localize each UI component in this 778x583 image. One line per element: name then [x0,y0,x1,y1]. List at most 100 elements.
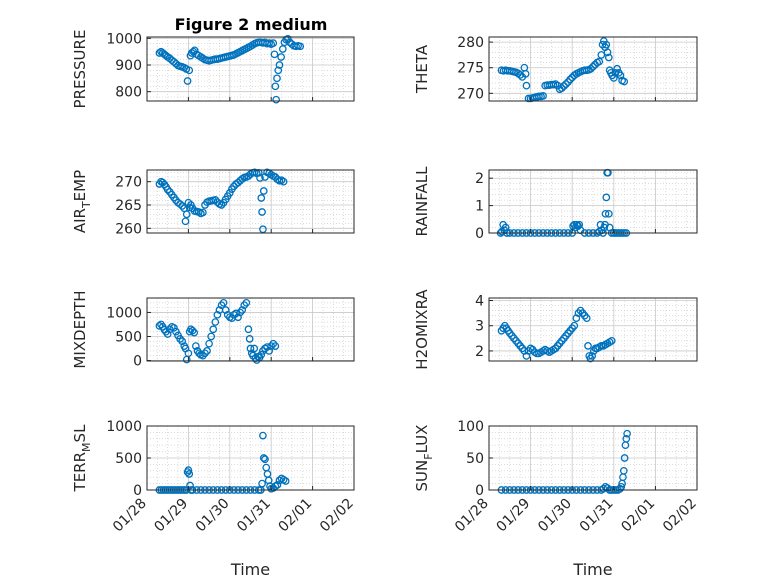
y-label-main: AIR [71,208,89,233]
data-point [270,50,279,59]
data-point [587,64,595,73]
data-point [170,323,178,332]
y-axis-label: RAINFALL [413,166,431,237]
x-tick-label: 01/30 [535,496,575,536]
data-point [604,53,613,62]
x-tick-label: 02/02 [660,496,700,536]
marker-series [497,37,629,103]
data-point [560,82,568,91]
data-point [185,470,194,478]
data-point [245,335,254,343]
data-point [178,202,187,210]
subplot-theta: 270 275 280 THETA [413,35,698,103]
data-point [155,322,164,330]
data-point [273,74,281,83]
x-axis-label: Time [230,560,270,579]
data-point [570,321,579,330]
data-point [557,84,566,93]
y-tick-label: 0 [475,483,484,499]
data-point [501,223,510,232]
data-point [602,193,611,202]
y-label-main: SUN [413,460,431,492]
y-label-subscript: M [80,442,93,452]
y-tick-label: 50 [466,451,484,467]
data-point [582,314,591,323]
axes-frame [488,297,698,362]
data-point [261,455,269,464]
data-point [238,306,247,314]
y-axis-label: SUNFLUX [413,425,435,492]
subplot-mixdepth: 0 500 1000 MIXDEPTH [71,290,355,370]
x-tick-label: 01/31 [234,496,274,536]
data-point [192,342,200,350]
y-tick-label: 4 [475,294,484,310]
data-point [155,49,164,57]
y-label-rest: EMP [71,170,89,201]
y-tick-label: 500 [115,329,142,345]
data-point [244,325,253,334]
y-label-main: PRESSURE [71,30,89,109]
x-tick-label: 01/29 [151,496,191,536]
y-axis-label: AIRTEMP [71,170,93,233]
data-point [620,454,629,462]
x-tick-label: 01/28 [110,496,150,536]
marker-series [155,35,305,104]
data-point [221,306,230,314]
y-tick-label: 270 [457,86,484,102]
y-tick-label: 0 [133,483,142,499]
y-label-rest: SL [71,424,89,443]
data-point [275,61,284,69]
data-point [183,77,192,85]
data-point [211,196,220,204]
data-point [597,51,606,59]
x-tick-label: 01/31 [577,496,617,536]
y-axis-label: THETA [413,44,431,94]
axes-frame [488,169,698,234]
data-point [521,70,530,78]
data-point [539,92,547,100]
data-point [588,352,597,360]
data-point [584,342,592,350]
data-point [620,77,629,86]
data-point [178,337,187,346]
data-point [271,82,280,91]
data-point [257,350,266,359]
data-point [613,64,621,73]
data-point [190,46,199,55]
subplot-terr_msl: 0 500 1000 01/28 01/29 01/30 01/31 02/01 02/02 Ti… [71,419,357,579]
y-label-main: MIXDEPTH [71,290,89,368]
data-point [622,434,631,443]
y-tick-label: 500 [115,451,142,467]
data-point [185,66,194,75]
data-point [607,336,616,345]
subplot-sun_flux: 0 50 100 01/28 01/29 01/30 01/31 02/01 02/02 Time… [413,419,700,579]
y-label-subscript: F [422,453,435,459]
data-point [601,209,610,218]
data-point [281,477,290,485]
marker-series [155,168,288,234]
data-point [246,344,255,353]
x-axis-label: Time [572,560,612,579]
axes-frame [146,297,355,362]
data-point [217,201,226,209]
y-tick-label: 280 [457,35,484,51]
y-tick-label: 260 [115,221,142,237]
figure-title: Figure 2 medium [175,15,328,34]
plot-area [489,170,697,233]
subplot-pressure: 800 900 1000 PRESSURE [71,30,355,109]
plot-area [489,37,697,101]
data-point [274,66,283,75]
data-point [272,95,281,104]
data-point [522,81,531,90]
data-point [595,57,604,66]
data-point [184,349,193,358]
y-tick-label: 2 [475,344,484,360]
data-point [604,209,613,218]
data-point [619,466,628,475]
data-point [176,200,184,208]
data-point [232,309,240,318]
data-point [623,429,631,438]
data-point [296,42,305,51]
data-point [279,177,288,186]
